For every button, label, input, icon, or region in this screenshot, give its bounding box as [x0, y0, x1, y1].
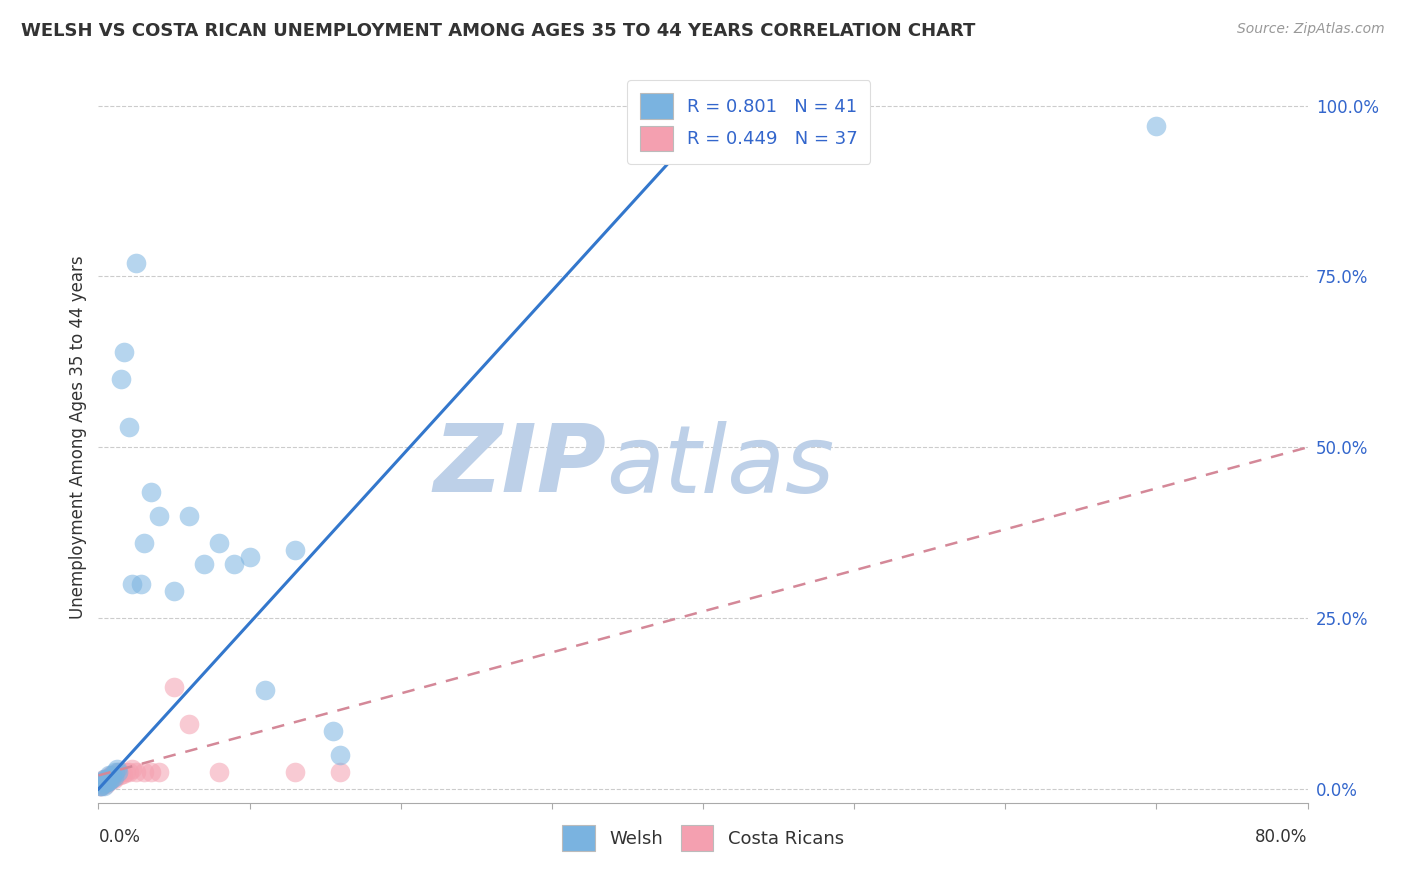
Point [90, 775, 112, 789]
Point [98, 770, 121, 784]
Point [98, 768, 121, 782]
Point [1144, 119, 1167, 133]
Point [329, 747, 352, 762]
Point [96, 772, 118, 786]
Point [121, 762, 143, 776]
Point [94, 772, 117, 786]
Text: WELSH VS COSTA RICAN UNEMPLOYMENT AMONG AGES 35 TO 44 YEARS CORRELATION CHART: WELSH VS COSTA RICAN UNEMPLOYMENT AMONG … [21, 22, 976, 40]
Point [111, 767, 134, 781]
Point [129, 577, 152, 591]
Point [110, 765, 132, 780]
Point [118, 765, 141, 780]
Point [224, 557, 246, 571]
Point [125, 765, 148, 780]
Point [105, 768, 128, 782]
Point [148, 508, 170, 523]
Point [179, 508, 201, 523]
Point [112, 344, 135, 359]
Y-axis label: Unemployment Among Ages 35 to 44 years: Unemployment Among Ages 35 to 44 years [69, 255, 87, 619]
Point [91, 777, 114, 791]
Point [100, 768, 122, 782]
Point [89, 777, 111, 791]
Text: ZIP: ZIP [433, 420, 606, 512]
Point [100, 772, 122, 786]
Point [96, 775, 118, 789]
Point [89, 779, 111, 793]
Point [193, 557, 215, 571]
Point [132, 765, 155, 780]
Point [98, 773, 121, 788]
Point [253, 683, 276, 698]
Point [105, 762, 128, 776]
Point [94, 777, 117, 791]
Point [163, 583, 186, 598]
Point [132, 536, 155, 550]
Point [148, 765, 170, 780]
Point [329, 765, 352, 780]
Point [93, 779, 115, 793]
Point [179, 717, 201, 731]
Point [104, 770, 127, 784]
Text: 80.0%: 80.0% [1256, 828, 1308, 846]
Point [94, 773, 117, 788]
Point [104, 765, 127, 780]
Legend: Welsh, Costa Ricans: Welsh, Costa Ricans [553, 816, 853, 860]
Point [676, 119, 699, 133]
Point [96, 775, 118, 789]
Point [94, 775, 117, 789]
Point [284, 542, 307, 557]
Point [647, 119, 669, 133]
Point [98, 773, 121, 788]
Point [114, 765, 136, 780]
Point [107, 765, 129, 780]
Point [96, 772, 118, 786]
Point [91, 773, 114, 788]
Point [103, 768, 125, 782]
Point [239, 549, 262, 564]
Point [110, 372, 132, 386]
Point [163, 680, 186, 694]
Point [141, 765, 163, 780]
Point [90, 775, 112, 789]
Point [118, 420, 141, 434]
Point [100, 772, 122, 786]
Point [101, 770, 124, 784]
Point [90, 779, 112, 793]
Point [93, 772, 115, 786]
Point [284, 765, 307, 780]
Point [103, 772, 125, 786]
Point [91, 777, 114, 791]
Point [91, 773, 114, 788]
Point [208, 765, 231, 780]
Point [121, 577, 143, 591]
Point [107, 765, 129, 780]
Point [322, 724, 344, 739]
Point [101, 768, 124, 782]
Point [93, 775, 115, 789]
Point [208, 536, 231, 550]
Point [125, 256, 148, 270]
Point [141, 484, 163, 499]
Point [103, 770, 125, 784]
Text: atlas: atlas [606, 421, 835, 512]
Point [89, 779, 111, 793]
Point [93, 772, 115, 786]
Text: 0.0%: 0.0% [98, 828, 141, 846]
Point [108, 768, 131, 782]
Point [90, 779, 112, 793]
Text: Source: ZipAtlas.com: Source: ZipAtlas.com [1237, 22, 1385, 37]
